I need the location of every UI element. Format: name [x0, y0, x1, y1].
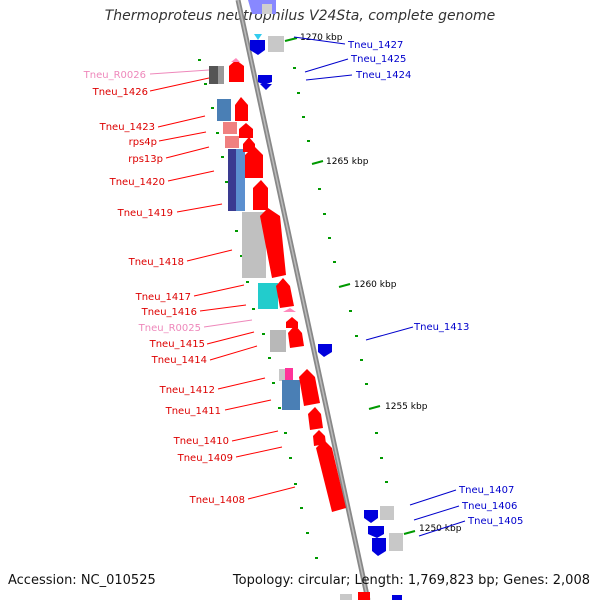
gene-tneu-1426-arrow	[229, 60, 244, 82]
label-tneu-1413: Tneu_1413	[413, 322, 469, 333]
gray-block-1426	[218, 66, 224, 84]
gray-block-1427	[268, 36, 284, 52]
gray-block-1412	[279, 369, 289, 381]
red-block-bottom	[358, 592, 370, 600]
gene-tneu-1419-arrow	[253, 180, 268, 210]
gene-tneu-1406-arrow	[368, 526, 384, 538]
gray-block-bottom	[340, 594, 352, 600]
label-tneu-1411: Tneu_1411	[165, 406, 221, 417]
gene-tneu-1427-arrow	[250, 40, 265, 55]
right-labels: Tneu_1427 Tneu_1425 Tneu_1424 Tneu_1413 …	[347, 40, 523, 527]
right-leader-lines	[293, 36, 466, 537]
major-tick	[284, 37, 298, 42]
label-tneu-1424: Tneu_1424	[355, 70, 411, 81]
label-tneu-1417: Tneu_1417	[135, 292, 191, 303]
gray-block-1414	[270, 330, 286, 352]
gene-tneu-1412-arrow	[299, 369, 320, 406]
gene-tneu-1424-arrow	[260, 84, 272, 90]
label-tneu-1408: Tneu_1408	[189, 495, 245, 506]
minor-ticks-right	[293, 67, 388, 483]
left-leader-lines	[149, 69, 296, 500]
dark-block-1426	[209, 66, 218, 84]
major-tick	[368, 405, 381, 410]
gene-tneu-1407-arrow	[364, 510, 378, 523]
label-tneu-1418: Tneu_1418	[128, 257, 184, 268]
gene-rps4p-arrow	[239, 123, 253, 138]
steel-block-1420	[236, 149, 245, 211]
label-tneu-1427: Tneu_1427	[347, 40, 403, 51]
label-rps4p: rps4p	[129, 137, 157, 148]
gene-tneu-1420-arrow	[245, 146, 263, 178]
label-tneu-1405: Tneu_1405	[467, 516, 523, 527]
label-tneu-1420: Tneu_1420	[109, 177, 165, 188]
label-tneu-1423: Tneu_1423	[99, 122, 155, 133]
label-rps13p: rps13p	[128, 154, 163, 165]
genome-summary-text: Topology: circular; Length: 1,769,823 bp…	[232, 573, 590, 588]
label-tneu-1425: Tneu_1425	[350, 54, 406, 65]
scale-label-1255: 1255 kbp	[385, 402, 428, 412]
label-tneu-1419: Tneu_1419	[117, 208, 173, 219]
major-tick	[338, 283, 351, 288]
rna-r0026-mark	[231, 58, 240, 62]
major-tick	[311, 160, 324, 165]
gene-tneu-1410-arrow	[308, 407, 323, 430]
label-tneu-1410: Tneu_1410	[173, 436, 229, 447]
label-tneu-1409: Tneu_1409	[177, 453, 233, 464]
cyan-mark-top	[254, 34, 262, 40]
label-tneu-r0025: Tneu_R0025	[138, 323, 201, 334]
gene-tneu-1408-arrow	[316, 440, 346, 512]
accession-text: Accession: NC_010525	[8, 573, 156, 588]
gene-tneu-1425-arrow	[258, 75, 272, 85]
gene-tneu-1405-arrow	[372, 538, 386, 556]
label-tneu-1407: Tneu_1407	[458, 485, 514, 496]
cyan-block-1417	[258, 283, 278, 309]
scale-label-1265: 1265 kbp	[326, 157, 369, 167]
gray-block-top	[262, 4, 272, 14]
gray-block-1405	[389, 533, 403, 551]
gray-block-1407	[380, 506, 394, 520]
gene-tneu-1423-arrow	[235, 97, 248, 121]
label-tneu-1416: Tneu_1416	[141, 307, 197, 318]
gene-tneu-1415-arrow	[286, 317, 298, 328]
map-title: Thermoproteus neutrophilus V24Sta, compl…	[104, 8, 496, 24]
steel-block-1411	[282, 380, 300, 410]
label-tneu-1412: Tneu_1412	[159, 385, 215, 396]
gene-tneu-1417-arrow	[276, 278, 294, 308]
left-labels: Tneu_R0026 Tneu_1426 Tneu_1423 rps4p rps…	[83, 70, 245, 506]
label-tneu-1426: Tneu_1426	[92, 87, 148, 98]
rna-r0025-mark	[283, 308, 296, 312]
gene-tneu-1414-arrow	[288, 325, 304, 348]
major-tick	[403, 530, 416, 535]
salmon-block-rps4p	[223, 122, 237, 134]
scale-label-1260: 1260 kbp	[354, 280, 397, 290]
steel-block-1423	[217, 99, 231, 121]
magenta-block-1412	[285, 368, 293, 382]
label-tneu-r0026: Tneu_R0026	[83, 70, 146, 81]
blue-block-bottom	[392, 595, 402, 600]
label-tneu-1415: Tneu_1415	[149, 339, 205, 350]
scale-label-1270: 1270 kbp	[300, 33, 343, 43]
label-tneu-1406: Tneu_1406	[461, 501, 517, 512]
genome-backbone-highlight	[237, 0, 369, 600]
gene-tneu-1413-arrow	[318, 344, 332, 357]
gene-tneu-1418-arrow	[260, 208, 286, 278]
label-tneu-1414: Tneu_1414	[151, 355, 207, 366]
salmon-block-rps13p	[225, 136, 239, 148]
